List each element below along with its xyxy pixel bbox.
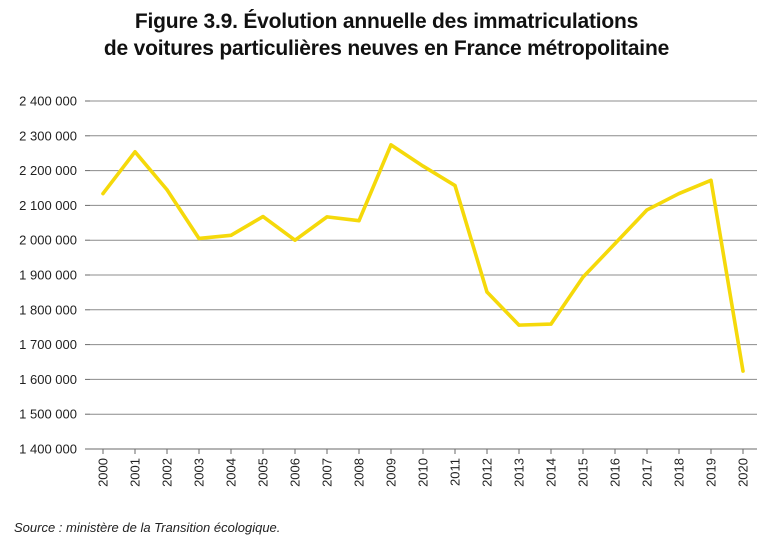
- x-tick-label: 2011: [448, 458, 463, 486]
- x-tick-label: 2002: [160, 458, 175, 487]
- y-tick-label: 2 400 000: [19, 94, 77, 109]
- data-point-2004: [229, 233, 233, 237]
- data-point-2007: [325, 215, 329, 219]
- source-note: Source : ministère de la Transition écol…: [14, 520, 281, 535]
- data-point-2006: [293, 238, 297, 242]
- x-tick-label: 2019: [704, 458, 719, 487]
- y-tick-label: 1 700 000: [19, 337, 77, 352]
- y-tick-label: 1 500 000: [19, 407, 77, 422]
- x-tick-label: 2000: [96, 458, 111, 487]
- gridlines: [90, 100, 757, 450]
- x-tick-label: 2016: [608, 458, 623, 487]
- data-point-2015: [581, 275, 585, 279]
- data-point-2005: [261, 214, 265, 219]
- x-tick-label: 2018: [672, 458, 687, 487]
- data-point-2001: [133, 150, 137, 154]
- x-tick-label: 2003: [192, 458, 207, 487]
- x-tick-label: 2013: [512, 458, 527, 487]
- data-point-2012: [485, 290, 489, 294]
- data-point-2018: [677, 191, 681, 196]
- y-tick-label: 1 400 000: [19, 442, 77, 457]
- x-tick-label: 2014: [544, 458, 559, 487]
- x-tick-label: 2009: [384, 458, 399, 487]
- chart-title-line-1: Figure 3.9. Évolution annuelle des immat…: [134, 10, 639, 33]
- data-point-2017: [645, 208, 649, 212]
- data-point-2014: [549, 322, 553, 326]
- series-group: [101, 143, 745, 373]
- data-point-2019: [709, 178, 713, 182]
- data-point-2010: [421, 164, 425, 168]
- data-point-2002: [165, 188, 169, 192]
- data-point-2013: [517, 323, 521, 327]
- y-tick-label: 1 900 000: [19, 268, 77, 283]
- data-point-2000: [101, 191, 105, 196]
- chart-title: Figure 3.9. Évolution annuelle des immat…: [0, 8, 773, 62]
- x-tick-label: 2010: [416, 458, 431, 487]
- y-tick-label: 1 600 000: [19, 372, 77, 387]
- y-axis: 1 400 000 1 500 000 1 600 000 1 700 000 1 80…: [19, 94, 90, 457]
- x-tick-label: 2008: [352, 458, 367, 487]
- data-point-2020: [741, 369, 745, 373]
- x-tick-label: 2004: [224, 458, 239, 487]
- y-tick-label: 1 800 000: [19, 302, 77, 317]
- x-tick-label: 2015: [576, 458, 591, 487]
- x-tick-label: 2006: [288, 458, 303, 487]
- data-point-2016: [613, 242, 617, 246]
- data-point-2011: [453, 183, 457, 188]
- x-tick-label: 2005: [256, 458, 271, 487]
- x-tick-label: 2017: [640, 458, 655, 487]
- x-axis: 2000 2001 2002 2003 2004 2005 2006 2007 2008 2009…: [96, 449, 751, 487]
- series-line: [101, 143, 745, 373]
- x-tick-label: 2001: [128, 458, 143, 487]
- data-point-2008: [357, 219, 361, 223]
- data-point-2009: [389, 143, 393, 147]
- x-tick-label: 2012: [480, 458, 495, 487]
- data-point-2003: [197, 236, 201, 241]
- chart-title-line-2: de voitures particulières neuves en Fran…: [103, 37, 670, 60]
- y-tick-label: 2 100 000: [19, 198, 77, 213]
- y-tick-label: 2 300 000: [19, 128, 77, 143]
- y-tick-label: 2 000 000: [19, 233, 77, 248]
- x-tick-label: 2007: [320, 458, 335, 487]
- x-tick-label: 2020: [736, 458, 751, 487]
- y-tick-label: 2 200 000: [19, 163, 77, 178]
